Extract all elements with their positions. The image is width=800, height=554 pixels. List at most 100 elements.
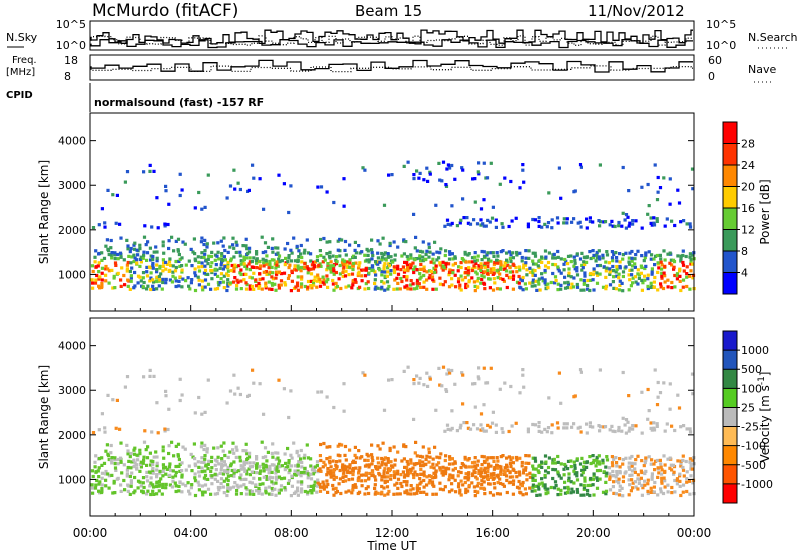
velocity-cell — [450, 409, 454, 413]
power-cell — [271, 237, 275, 241]
power-cell — [331, 264, 335, 268]
power-cell — [374, 273, 378, 277]
power-cell — [412, 173, 416, 177]
velocity-cell — [235, 483, 239, 487]
power-cell — [280, 259, 284, 263]
power-cell — [428, 170, 432, 174]
power-cell — [621, 257, 625, 261]
velocity-cell — [213, 492, 217, 496]
velocity-cell — [370, 462, 374, 466]
velocity-cell — [376, 467, 380, 471]
power-cell — [431, 252, 435, 256]
power-cell — [400, 279, 404, 284]
power-cell — [210, 277, 214, 281]
velocity-cell — [511, 482, 515, 486]
velocity-cell — [305, 443, 309, 447]
power-cell — [556, 282, 560, 286]
power-cell — [556, 267, 560, 271]
velocity-cell — [180, 461, 184, 465]
power-cell — [316, 185, 320, 189]
velocity-cell — [566, 467, 570, 471]
power-cell — [141, 256, 145, 260]
power-cell — [564, 259, 568, 263]
power-cell — [566, 280, 570, 284]
velocity-cell — [97, 489, 101, 493]
power-cell — [383, 274, 387, 278]
velocity-cell — [503, 466, 507, 470]
power-cell — [479, 281, 483, 285]
power-cell — [479, 218, 483, 222]
velocity-cell — [94, 483, 98, 487]
power-cell — [226, 265, 230, 269]
velocity-cell — [480, 470, 484, 475]
velocity-cell — [106, 393, 110, 397]
velocity-cell — [371, 458, 375, 463]
power-cell — [315, 258, 319, 263]
velocity-cell — [363, 458, 367, 462]
velocity-cell — [261, 455, 265, 460]
velocity-cell — [162, 466, 166, 470]
velocity-cell — [239, 477, 243, 482]
velocity-cell — [325, 457, 329, 461]
power-cell — [226, 273, 230, 278]
power-cell — [114, 263, 118, 267]
velocity-cell — [295, 449, 299, 453]
power-cell — [573, 189, 577, 193]
power-cell — [428, 172, 432, 176]
power-cell — [663, 274, 667, 278]
power-cell — [231, 236, 235, 240]
velocity-cell — [200, 490, 205, 494]
velocity-cell — [412, 378, 416, 382]
velocity-cell — [540, 465, 544, 469]
velocity-cell — [203, 410, 207, 414]
power-cell — [681, 253, 685, 258]
power-cell — [592, 253, 596, 257]
power-cell — [508, 266, 512, 270]
velocity-cell — [658, 391, 663, 395]
velocity-cell — [296, 464, 300, 468]
velocity-cell — [565, 426, 569, 430]
power-cell — [665, 217, 669, 221]
power-cell — [264, 270, 268, 274]
velocity-cell — [570, 425, 574, 429]
power-cell — [323, 258, 327, 262]
power-cell — [540, 260, 544, 264]
power-cell — [488, 277, 492, 281]
velocity-cell — [663, 469, 667, 473]
velocity-cell — [91, 491, 95, 495]
velocity-cell — [313, 465, 318, 469]
power-cell — [113, 286, 117, 290]
velocity-cell — [557, 371, 561, 375]
power-cell — [544, 255, 548, 259]
power-cell — [138, 243, 142, 247]
power-cell — [491, 251, 495, 255]
power-cell — [531, 280, 535, 284]
power-cell — [210, 261, 214, 265]
velocity-cell — [259, 469, 263, 473]
velocity-cell — [299, 474, 303, 478]
velocity-cell — [148, 368, 152, 372]
power-colorbar-label: Power [dB] — [758, 179, 772, 244]
power-cell — [299, 243, 303, 248]
power-cell — [311, 267, 316, 271]
power-cell — [690, 167, 695, 171]
power-cell — [235, 278, 239, 282]
velocity-cell — [646, 478, 650, 482]
velocity-cell — [533, 456, 537, 460]
power-cell — [543, 281, 547, 285]
power-cell — [130, 255, 134, 259]
velocity-cell — [435, 455, 439, 459]
velocity-cell — [387, 378, 391, 382]
velocity-cell — [322, 487, 326, 491]
power-cell — [149, 271, 153, 275]
velocity-colorbar-tick-label: 25 — [741, 401, 755, 414]
power-cell — [287, 210, 291, 215]
velocity-cell — [335, 460, 339, 464]
velocity-cell — [432, 471, 436, 475]
velocity-cell — [226, 478, 230, 483]
power-cell — [592, 288, 596, 292]
velocity-cell — [299, 448, 303, 453]
velocity-cell — [451, 462, 455, 466]
power-cell — [411, 261, 415, 265]
velocity-cell — [631, 427, 635, 431]
